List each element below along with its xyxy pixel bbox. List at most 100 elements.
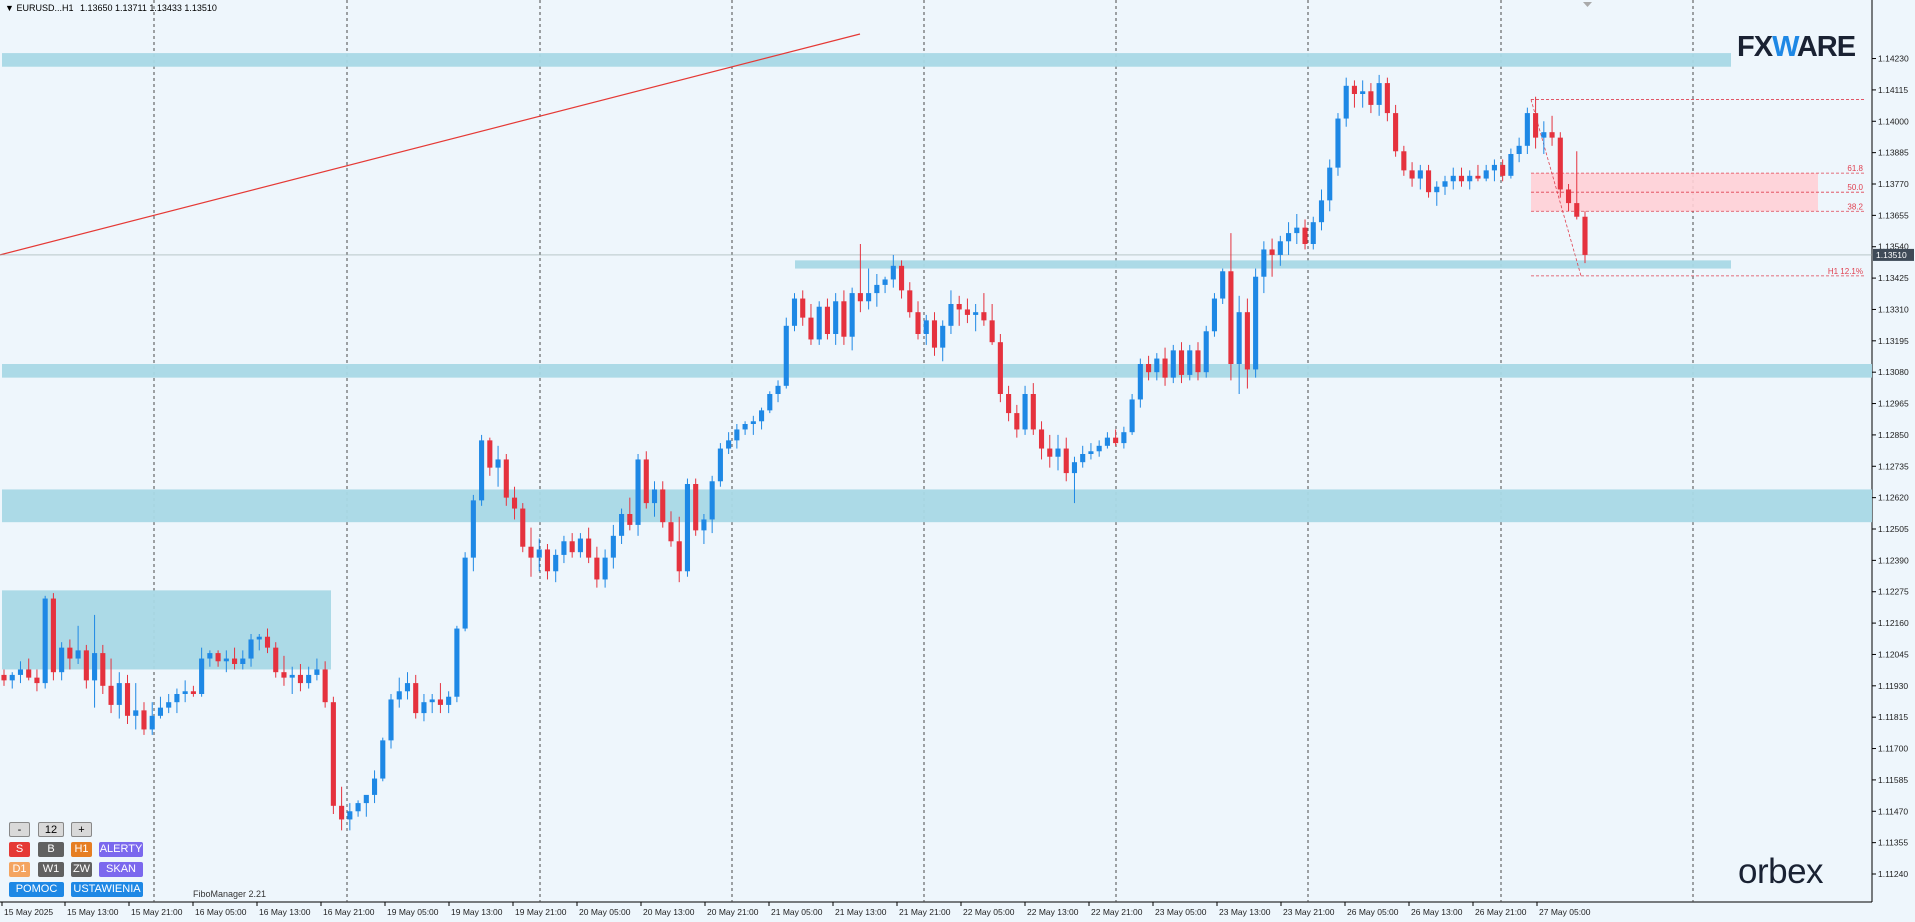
fibonacci-zone [1531,173,1818,212]
candle-body [561,541,567,555]
candle-body [1286,233,1292,242]
bullish-candle [1104,432,1110,449]
logo-text-are: ARE [1796,31,1856,63]
candle-body [59,647,65,673]
candle-body [388,699,394,741]
bearish-candle [1244,298,1250,389]
pomoc-button[interactable]: POMOC [9,882,64,897]
bullish-candle [166,694,172,714]
x-tick-label: 23 May 13:00 [1219,907,1271,917]
bullish-candle [1434,181,1440,206]
ustawienia-button[interactable]: USTAWIENIA [71,882,143,897]
candle-body [1434,186,1440,193]
bearish-candle [487,437,493,476]
zw-button[interactable]: ZW [71,862,92,877]
bullish-candle [355,800,361,817]
candle-body [1565,189,1572,204]
candle-body [643,459,649,504]
bearish-candle [660,481,666,528]
bullish-candle [42,595,48,689]
bullish-candle [289,666,295,694]
candle-body [1047,448,1053,457]
d1-button[interactable]: D1 [9,862,30,877]
minus-button[interactable]: - [9,822,30,837]
candle-body [536,549,542,558]
candle-body [1088,451,1094,454]
candle-body [1442,181,1448,187]
candle-body [1582,216,1588,255]
alerty-button[interactable]: ALERTY [99,842,143,857]
bullish-candle [973,304,979,332]
y-tick-label: 1.12735 [1878,461,1909,471]
bullish-candle [17,661,24,684]
candle-body [314,669,320,675]
bearish-candle [1014,404,1020,438]
bearish-candle [1368,83,1374,114]
bearish-candle [627,497,633,531]
candle-body [693,484,699,531]
bearish-candle [931,312,938,356]
bearish-candle [1574,151,1580,220]
candle-body [1384,83,1390,114]
candle-body [1516,145,1522,154]
candle-body [833,301,839,334]
period-value[interactable]: 12 [38,822,64,837]
orbex-logo: orbex [1738,852,1824,892]
bullish-candle [149,702,155,735]
b-button[interactable]: B [38,842,64,857]
candle-body [1376,83,1382,105]
bearish-candle [1409,162,1415,187]
w1-button[interactable]: W1 [38,862,64,877]
candle-body [495,459,501,468]
bullish-candle [1310,216,1316,250]
bullish-candle [1187,344,1193,381]
bullish-candle [380,737,386,782]
skan-button[interactable]: SKAN [99,862,143,877]
dropdown-arrow-icon[interactable]: ▼ [5,3,14,13]
bullish-candle [1360,80,1366,108]
y-tick-label: 1.12275 [1878,587,1909,597]
support-resistance-zone [2,489,1872,523]
bullish-candle [1524,107,1530,154]
candle-body [577,538,583,553]
candle-body [9,674,15,681]
x-tick-label: 22 May 21:00 [1091,907,1143,917]
candle-body [83,650,89,681]
s-button[interactable]: S [9,842,30,857]
candle-body [26,669,32,678]
trendline [0,33,861,256]
bullish-candle [1516,137,1522,163]
bullish-candle [1170,344,1176,384]
bullish-candle [1335,113,1341,176]
candle-body [1,674,7,681]
candle-body [874,284,880,294]
bearish-candle [273,642,279,678]
candle-body [1170,350,1176,378]
bullish-candle [750,415,756,435]
fibonacci-low-label: H1 12.1% [1828,267,1863,276]
candle-body [1294,227,1300,234]
h1-button[interactable]: H1 [71,842,92,857]
bullish-candle [553,549,559,583]
candle-body [1318,200,1325,223]
bearish-candle [857,244,863,313]
bearish-candle [1047,434,1053,468]
candle-body [866,293,872,302]
bearish-candle [594,546,600,588]
bullish-candle [1080,445,1086,468]
bullish-candle [1022,385,1028,435]
bullish-candle [759,407,765,430]
bearish-candle [413,674,419,719]
plus-button[interactable]: + [71,822,92,837]
candle-body [240,658,246,664]
candle-body [1557,137,1563,190]
bullish-candle [1417,164,1423,190]
bearish-candle [281,655,287,686]
bullish-candle [1154,353,1160,381]
x-tick-label: 20 May 05:00 [579,907,631,917]
bullish-candle [1236,295,1242,394]
candle-body [808,317,814,340]
symbol-label: EURUSD...H1 [16,3,74,13]
